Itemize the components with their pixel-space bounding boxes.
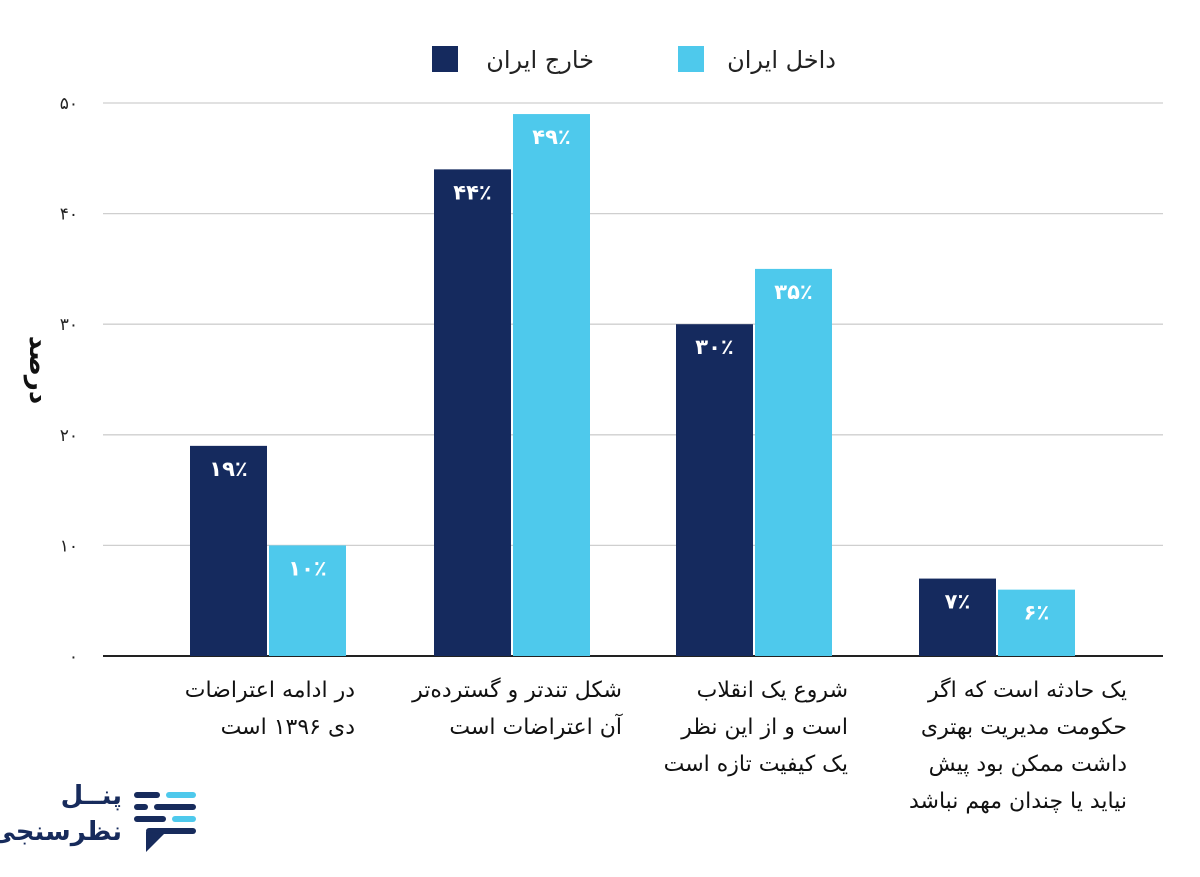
bar: [998, 589, 1075, 656]
category-label: یک حادثه است که اگر: [927, 677, 1127, 703]
data-label: ۷٪: [945, 590, 971, 614]
y-tick-label: ۴۰: [60, 205, 78, 225]
legend-label: داخل ایران: [727, 46, 836, 74]
logo-line2: نظرسنجی: [0, 817, 122, 847]
data-label: ۱۹٪: [209, 457, 247, 481]
data-label: ۳۵٪: [774, 280, 812, 304]
bar: [190, 445, 267, 656]
category-label: نیاید یا چندان مهم نباشد: [909, 789, 1127, 814]
bar: [269, 545, 346, 656]
y-tick-label: ۰: [69, 647, 78, 667]
y-axis-label: درصد: [23, 336, 53, 404]
y-tick-label: ۳۰: [60, 315, 78, 335]
category-label: آن اعتراضات است: [449, 713, 623, 740]
category-label: است و از این نظر: [680, 715, 848, 740]
data-label: ۱۰٪: [288, 556, 326, 580]
bar: [755, 268, 832, 656]
bar: [676, 324, 753, 656]
y-tick-label: ۱۰: [60, 536, 78, 556]
data-label: ۶٪: [1024, 601, 1050, 625]
data-label: ۳۰٪: [695, 335, 733, 359]
logo-text: پنــل نظرسنجی: [0, 778, 122, 850]
data-label: ۴۴٪: [453, 180, 491, 204]
data-label: ۴۹٪: [532, 125, 570, 149]
bar: [513, 114, 590, 656]
logo-line1: پنــل: [60, 781, 122, 811]
logo: پنــل نظرسنجی: [0, 778, 200, 862]
legend-label: خارج ایران: [486, 46, 594, 74]
legend-swatch: [678, 46, 704, 72]
category-label: حکومت مدیریت بهتری: [921, 715, 1127, 740]
category-label: شروع یک انقلاب: [697, 678, 848, 703]
y-tick-label: ۲۰: [60, 426, 78, 446]
category-label: شکل تندتر و گسترده‌تر: [411, 677, 622, 703]
logo-mark-icon: [134, 792, 196, 852]
category-label: دی ۱۳۹۶ است: [221, 715, 355, 740]
category-label: داشت ممکن بود پیش: [929, 752, 1127, 777]
bar: [434, 169, 511, 657]
y-tick-label: ۵۰: [60, 94, 78, 114]
legend-swatch: [432, 46, 458, 72]
category-label: در ادامه اعتراضات: [185, 678, 355, 703]
bar: [919, 578, 996, 656]
category-label: یک کیفیت تازه است: [664, 752, 848, 777]
